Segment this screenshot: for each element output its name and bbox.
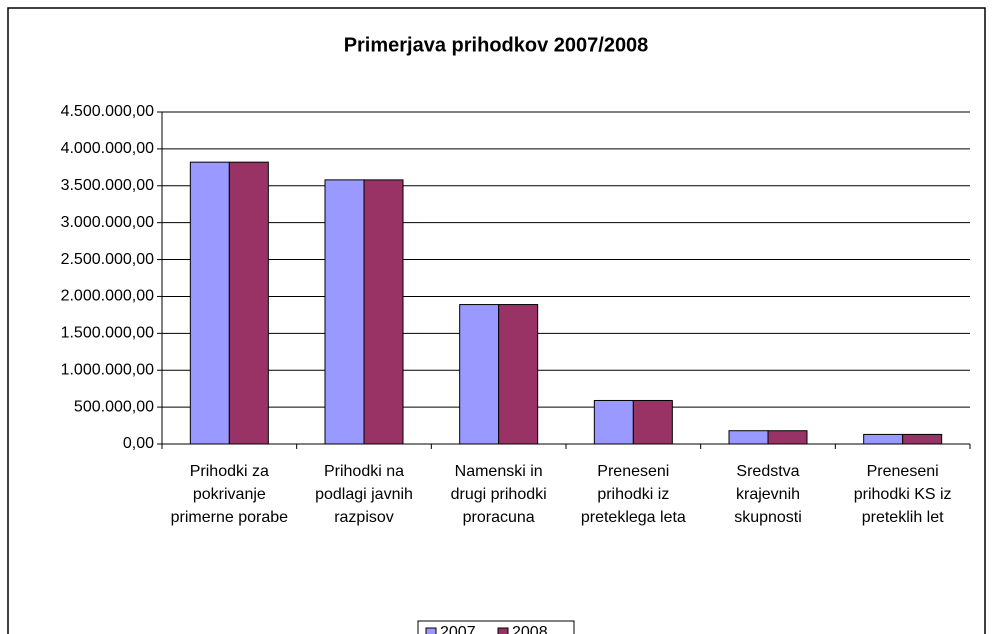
bar [498,304,539,445]
legend-swatch [425,627,437,634]
x-tick-label: Namenski in drugi prihodki proracuna [450,463,547,526]
legend-swatch [497,627,509,634]
x-tick-label: Preneseni prihodki KS iz preteklih let [853,463,952,526]
legend-box [417,620,575,634]
x-tick-label: Prihodki na podlagi javnih razpisov [315,463,413,526]
legend-label: 2007 [440,624,476,634]
x-tick-label: Prihodki za pokrivanje primerne porabe [170,463,289,526]
plot-area [162,112,970,444]
bar [728,430,769,445]
bar [767,430,808,445]
chart-title: Primerjava prihodkov 2007/2008 [344,34,649,56]
bar [902,433,943,445]
bar [324,179,365,445]
legend-label: 2008 [512,624,548,634]
y-tick-label: 4.500.000,00 [61,103,155,120]
y-tick-label: 2.000.000,00 [61,288,155,305]
y-tick-label: 1.500.000,00 [61,325,155,342]
y-tick-label: 2.500.000,00 [61,251,155,268]
y-tick-label: 4.000.000,00 [61,140,155,157]
bar [863,433,904,445]
x-tick-label: Preneseni prihodki iz preteklega leta [580,463,686,526]
y-tick-label: 0,00 [123,435,154,452]
bar [228,161,269,445]
y-tick-label: 3.500.000,00 [61,177,155,194]
bar [459,304,500,445]
y-tick-label: 500.000,00 [74,398,154,415]
x-tick-label: Sredstva krajevnih skupnosti [734,463,802,526]
bar [363,179,404,445]
bar [632,399,673,445]
y-tick-label: 3.000.000,00 [61,214,155,231]
bar [593,399,634,445]
y-tick-label: 1.000.000,00 [61,361,155,378]
bar [189,161,230,445]
